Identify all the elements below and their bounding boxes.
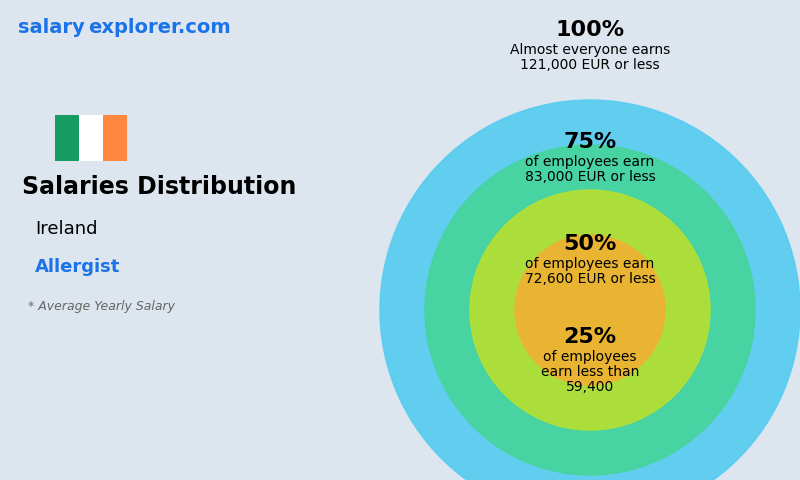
- Bar: [55, 115, 79, 161]
- Text: 100%: 100%: [555, 20, 625, 40]
- Text: explorer.com: explorer.com: [88, 18, 230, 37]
- Text: Ireland: Ireland: [35, 220, 98, 238]
- Text: 50%: 50%: [563, 234, 617, 254]
- Text: Salaries Distribution: Salaries Distribution: [22, 175, 296, 199]
- Text: 72,600 EUR or less: 72,600 EUR or less: [525, 272, 655, 286]
- Text: 25%: 25%: [563, 327, 617, 347]
- Text: 83,000 EUR or less: 83,000 EUR or less: [525, 170, 655, 184]
- Text: 75%: 75%: [563, 132, 617, 152]
- Text: 59,400: 59,400: [566, 380, 614, 394]
- Bar: [103, 115, 127, 161]
- Text: earn less than: earn less than: [541, 365, 639, 379]
- Text: of employees earn: of employees earn: [526, 155, 654, 169]
- Text: 121,000 EUR or less: 121,000 EUR or less: [520, 58, 660, 72]
- Text: Allergist: Allergist: [35, 258, 120, 276]
- Circle shape: [425, 145, 755, 475]
- Text: * Average Yearly Salary: * Average Yearly Salary: [28, 300, 175, 313]
- Circle shape: [470, 190, 710, 430]
- Text: Almost everyone earns: Almost everyone earns: [510, 43, 670, 57]
- Text: salary: salary: [18, 18, 85, 37]
- Bar: [79, 115, 103, 161]
- Circle shape: [515, 235, 665, 385]
- Circle shape: [380, 100, 800, 480]
- Text: of employees earn: of employees earn: [526, 257, 654, 271]
- Text: of employees: of employees: [543, 350, 637, 364]
